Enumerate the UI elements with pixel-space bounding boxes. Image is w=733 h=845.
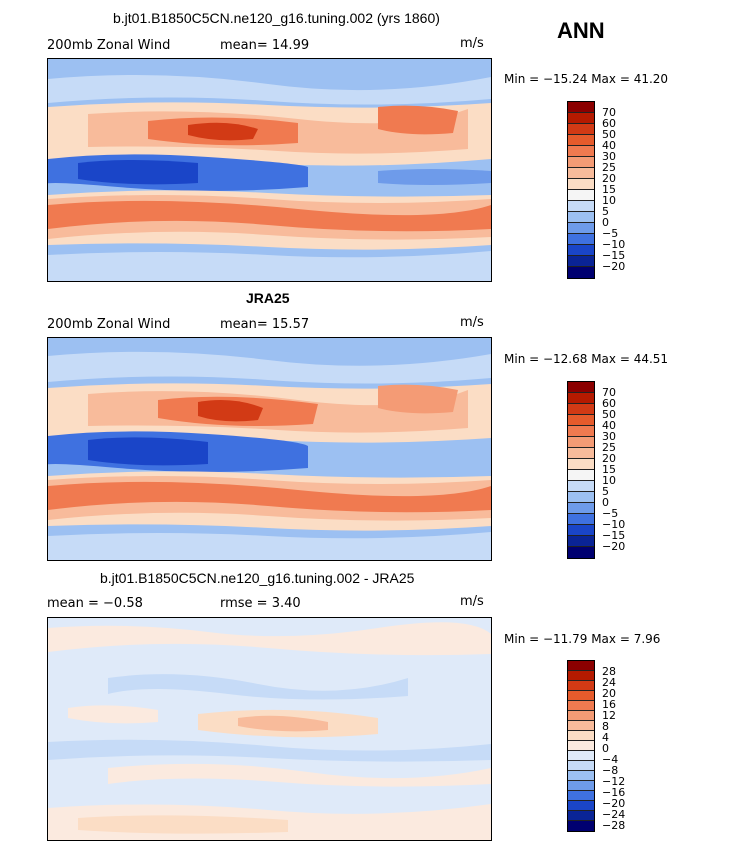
- panel2-colorbar-tick: −20: [602, 540, 626, 553]
- panel2-minmax-label: Min = −12.68 Max = 44.51: [504, 352, 669, 366]
- panel3-map: [47, 617, 492, 841]
- panel2-colorbar-tick: 15: [602, 463, 616, 476]
- panel2-colorbar-tick: −10: [602, 518, 626, 531]
- panel1-colorbar-tick: 10: [602, 194, 616, 207]
- panel3-mean-label: mean = −0.58: [47, 596, 143, 611]
- panel2-colorbar-tick: 70: [602, 386, 616, 399]
- panel2-colorbar-tick: 30: [602, 430, 616, 443]
- panel1-variable-label: 200mb Zonal Wind: [47, 38, 171, 53]
- panel1-colorbar-tick: −5: [602, 227, 619, 240]
- panel3-colorbar-tick: −4: [602, 753, 619, 766]
- panel2-colorbar-tick: −15: [602, 529, 626, 542]
- panel3-rmse-label: rmse = 3.40: [220, 596, 301, 611]
- panel3-colorbar-tick: 28: [602, 665, 616, 678]
- panel2-title: JRA25: [246, 290, 290, 306]
- panel2-colorbar-tick: −5: [602, 507, 619, 520]
- panel1-minmax-label: Min = −15.24 Max = 41.20: [504, 72, 669, 86]
- panel3-units-label: m/s: [460, 594, 484, 609]
- panel1-colorbar-tick: 15: [602, 183, 616, 196]
- panel2-mean-label: mean= 15.57: [220, 317, 310, 332]
- panel1-contour-field: [48, 59, 491, 281]
- panel2-units-label: m/s: [460, 315, 484, 330]
- panel3-colorbar-tick: −16: [602, 786, 626, 799]
- panel1-colorbar-tick: 30: [602, 150, 616, 163]
- panel3-title: b.jt01.B1850C5CN.ne120_g16.tuning.002 - …: [100, 570, 415, 586]
- panel3-colorbar-tick: −28: [602, 819, 626, 832]
- panel1-colorbar: [567, 101, 595, 279]
- panel1-colorbar-tick: −10: [602, 238, 626, 251]
- panel3-colorbar-tick: 20: [602, 687, 616, 700]
- panel1-colorbar-tick: 50: [602, 128, 616, 141]
- season-label: ANN: [557, 18, 605, 43]
- panel1-mean-label: mean= 14.99: [220, 38, 310, 53]
- panel3-colorbar-tick: 12: [602, 709, 616, 722]
- panel2-colorbar-tick: 60: [602, 397, 616, 410]
- panel2-variable-label: 200mb Zonal Wind: [47, 317, 171, 332]
- panel3-colorbar-tick: −8: [602, 764, 619, 777]
- panel2-colorbar-tick: 5: [602, 485, 609, 498]
- panel1-colorbar-tick: 5: [602, 205, 609, 218]
- panel2-colorbar-tick: 40: [602, 419, 616, 432]
- panel1-colorbar-tick: 20: [602, 172, 616, 185]
- panel1-title: b.jt01.B1850C5CN.ne120_g16.tuning.002 (y…: [113, 10, 440, 26]
- panel1-colorbar-tick: 25: [602, 161, 616, 174]
- panel2-colorbar: [567, 381, 595, 559]
- panel1-map: [47, 58, 492, 282]
- panel3-colorbar-tick: 24: [602, 676, 616, 689]
- panel3-colorbar-tick: 4: [602, 731, 609, 744]
- panel2-colorbar-tick: 50: [602, 408, 616, 421]
- panel3-colorbar-tick: −12: [602, 775, 626, 788]
- panel3-colorbar-tick: −20: [602, 797, 626, 810]
- panel2-colorbar-tick: 10: [602, 474, 616, 487]
- panel3-minmax-label: Min = −11.79 Max = 7.96: [504, 632, 661, 646]
- panel1-colorbar-tick: 70: [602, 106, 616, 119]
- panel1-colorbar-tick: −15: [602, 249, 626, 262]
- panel3-colorbar-tick: −24: [602, 808, 626, 821]
- panel2-colorbar-tick: 25: [602, 441, 616, 454]
- panel2-colorbar-tick: 20: [602, 452, 616, 465]
- panel1-colorbar-tick: 0: [602, 216, 609, 229]
- panel3-colorbar-tick: 16: [602, 698, 616, 711]
- panel2-colorbar-tick: 0: [602, 496, 609, 509]
- panel2-map: [47, 337, 492, 561]
- panel3-contour-field: [48, 618, 491, 840]
- panel3-colorbar-tick: 8: [602, 720, 609, 733]
- panel1-colorbar-tick: −20: [602, 260, 626, 273]
- panel1-units-label: m/s: [460, 36, 484, 51]
- panel1-colorbar-tick: 60: [602, 117, 616, 130]
- panel2-contour-field: [48, 338, 491, 560]
- panel1-colorbar-tick: 40: [602, 139, 616, 152]
- panel3-colorbar-tick: 0: [602, 742, 609, 755]
- panel3-colorbar: [567, 660, 595, 832]
